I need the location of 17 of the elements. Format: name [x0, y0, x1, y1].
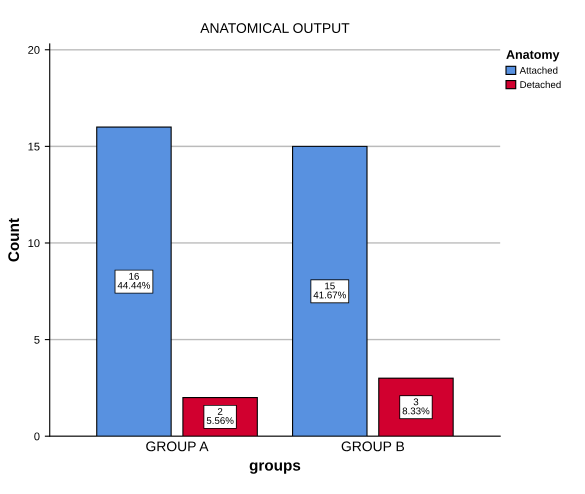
x-tick-label: GROUP B: [342, 441, 404, 452]
legend-title: Anatomy: [506, 50, 560, 62]
y-axis-title: Count: [8, 218, 20, 262]
y-tick-label: 0: [34, 432, 40, 440]
data-label: 15 41.67%: [314, 282, 346, 298]
y-tick-label: 5: [34, 336, 40, 344]
y-tick-label: 15: [28, 142, 40, 151]
y-tick-label: 20: [28, 46, 40, 54]
data-label: 16 44.44%: [118, 272, 150, 289]
y-tick-label: 10: [28, 239, 40, 248]
x-axis-title: groups: [250, 462, 300, 474]
chart-title: ANATOMICAL OUTPUT: [200, 23, 350, 33]
data-label: 3 8.33%: [402, 398, 430, 414]
x-tick-label: GROUP A: [146, 441, 209, 452]
legend-label: Attached: [520, 66, 558, 74]
data-label: 2 5.56%: [206, 408, 234, 424]
legend-label: Detached: [520, 80, 561, 88]
